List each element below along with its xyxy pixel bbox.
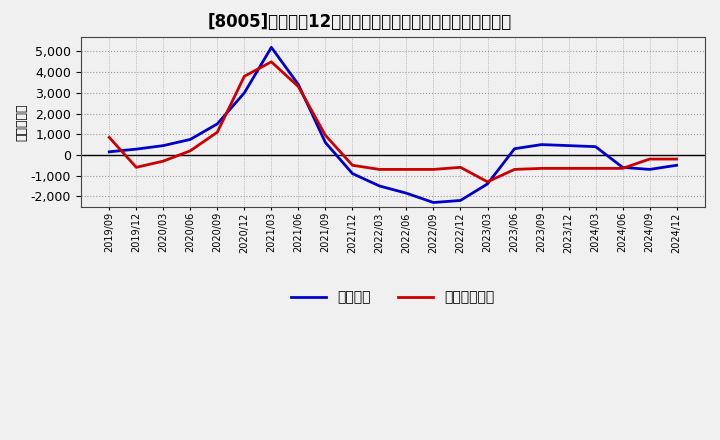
経常利益: [348, 171, 356, 176]
当期経常利益: [240, 73, 248, 79]
Line: 当期経常利益: 当期経常利益: [109, 62, 677, 182]
当期経常利益: [402, 167, 411, 172]
経常利益: [105, 149, 114, 154]
経常利益: [672, 163, 681, 168]
当期経常利益: [564, 166, 573, 171]
当期経常利益: [429, 167, 438, 172]
経常利益: [186, 137, 194, 142]
経常利益: [294, 82, 302, 87]
当期経常利益: [672, 157, 681, 162]
当期経常利益: [645, 157, 654, 162]
経常利益: [591, 144, 600, 149]
経常利益: [618, 165, 627, 170]
経常利益: [213, 121, 222, 127]
Y-axis label: （百万円）: （百万円）: [15, 103, 28, 140]
当期経常利益: [375, 167, 384, 172]
当期経常利益: [321, 132, 330, 138]
当期経常利益: [294, 84, 302, 89]
経常利益: [483, 181, 492, 187]
当期経常利益: [483, 179, 492, 184]
経常利益: [429, 200, 438, 205]
Line: 経常利益: 経常利益: [109, 48, 677, 202]
当期経常利益: [537, 166, 546, 171]
経常利益: [645, 167, 654, 172]
Text: [8005]　利益だ12か月移動合計の対前年同期増減額の推移: [8005] 利益だ12か月移動合計の対前年同期増減額の推移: [208, 13, 512, 31]
当期経常利益: [348, 163, 356, 168]
経常利益: [402, 191, 411, 196]
当期経常利益: [159, 158, 168, 164]
当期経常利益: [186, 148, 194, 154]
当期経常利益: [510, 167, 519, 172]
経常利益: [321, 140, 330, 145]
Legend: 経常利益, 当期経常利益: 経常利益, 当期経常利益: [286, 285, 500, 310]
経常利益: [537, 142, 546, 147]
経常利益: [159, 143, 168, 148]
経常利益: [267, 45, 276, 50]
当期経常利益: [618, 166, 627, 171]
当期経常利益: [456, 165, 465, 170]
当期経常利益: [591, 166, 600, 171]
経常利益: [456, 198, 465, 203]
経常利益: [510, 146, 519, 151]
経常利益: [132, 147, 140, 152]
当期経常利益: [132, 165, 140, 170]
当期経常利益: [213, 129, 222, 135]
経常利益: [240, 90, 248, 95]
経常利益: [564, 143, 573, 148]
経常利益: [375, 183, 384, 189]
当期経常利益: [105, 135, 114, 140]
当期経常利益: [267, 59, 276, 65]
